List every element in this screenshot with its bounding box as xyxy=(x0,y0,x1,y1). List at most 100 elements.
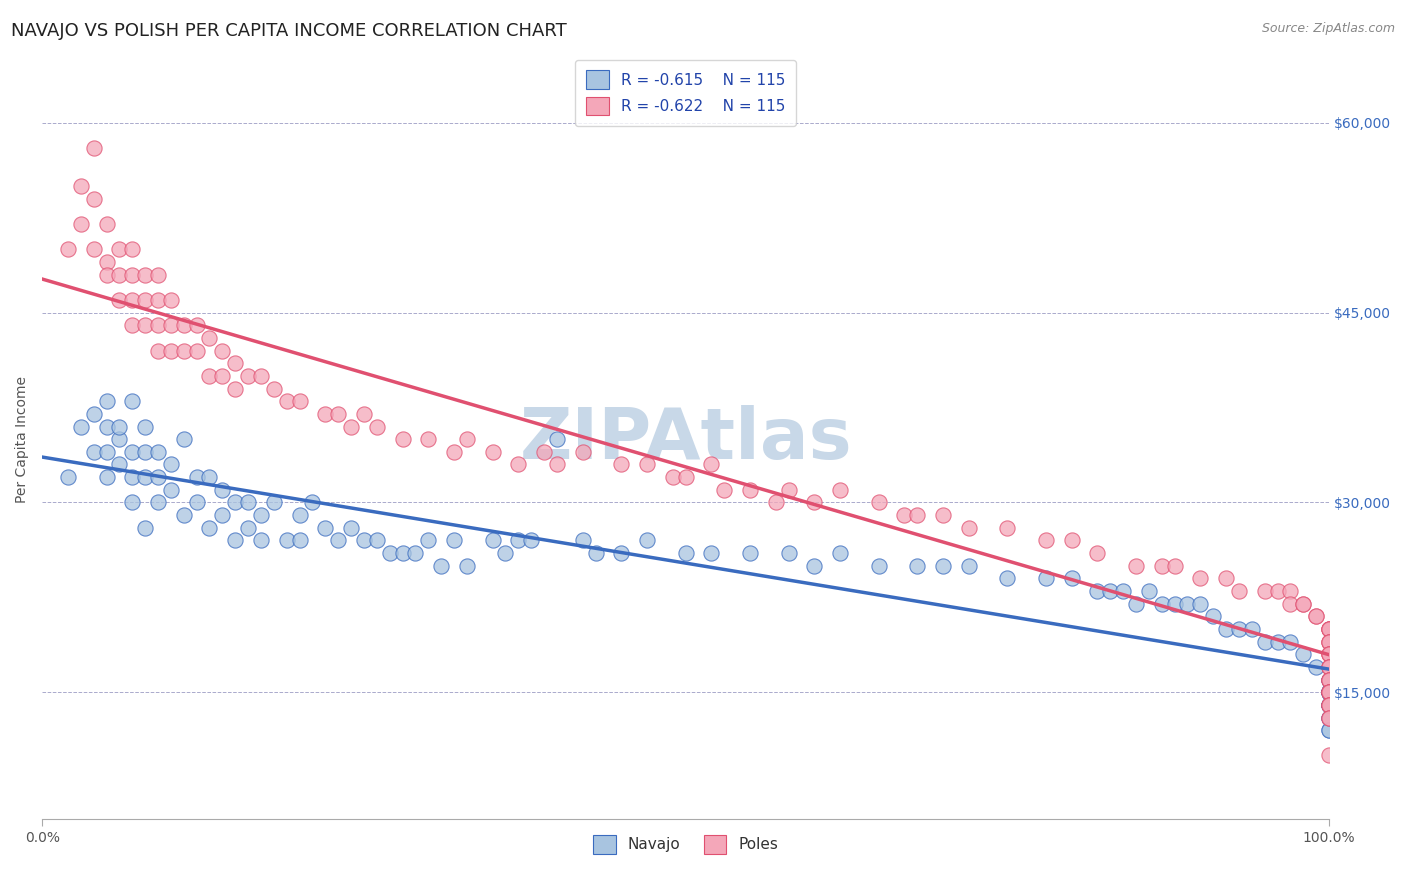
Point xyxy=(1317,634,1340,648)
Point xyxy=(121,268,143,282)
Point xyxy=(1292,597,1315,611)
Point xyxy=(134,521,156,535)
Point xyxy=(778,546,800,560)
Point xyxy=(366,419,388,434)
Point xyxy=(481,445,503,459)
Point xyxy=(160,293,183,307)
Point xyxy=(1317,622,1340,636)
Point xyxy=(700,546,723,560)
Point xyxy=(198,331,221,345)
Point xyxy=(160,483,183,497)
Point xyxy=(69,179,91,194)
Point xyxy=(1253,584,1275,599)
Point xyxy=(1317,685,1340,699)
Point xyxy=(1317,673,1340,687)
Point xyxy=(250,533,273,548)
Point xyxy=(236,495,259,509)
Point xyxy=(314,407,336,421)
Point xyxy=(224,533,246,548)
Point xyxy=(288,508,311,522)
Point xyxy=(134,268,156,282)
Point xyxy=(121,470,143,484)
Point xyxy=(995,521,1018,535)
Point xyxy=(211,343,233,358)
Point xyxy=(146,445,169,459)
Point xyxy=(340,521,363,535)
Point xyxy=(173,318,195,333)
Point xyxy=(1317,698,1340,712)
Point xyxy=(1035,533,1057,548)
Point xyxy=(456,558,478,573)
Point xyxy=(1035,571,1057,585)
Point xyxy=(328,407,350,421)
Point xyxy=(108,243,131,257)
Point xyxy=(250,368,273,383)
Point xyxy=(1317,673,1340,687)
Point xyxy=(146,343,169,358)
Point xyxy=(134,445,156,459)
Point xyxy=(1317,710,1340,724)
Point xyxy=(404,546,426,560)
Point xyxy=(1163,597,1185,611)
Point xyxy=(391,432,413,446)
Point xyxy=(1292,597,1315,611)
Point xyxy=(96,470,118,484)
Point xyxy=(121,445,143,459)
Point xyxy=(1317,685,1340,699)
Point xyxy=(121,495,143,509)
Point xyxy=(546,432,568,446)
Point xyxy=(211,483,233,497)
Point xyxy=(1317,622,1340,636)
Point xyxy=(803,558,825,573)
Point xyxy=(443,445,465,459)
Point xyxy=(198,368,221,383)
Point xyxy=(108,432,131,446)
Point xyxy=(211,508,233,522)
Point xyxy=(146,470,169,484)
Point xyxy=(146,495,169,509)
Point xyxy=(738,483,761,497)
Point xyxy=(893,508,915,522)
Point xyxy=(1267,634,1289,648)
Point xyxy=(1215,622,1237,636)
Point xyxy=(1317,622,1340,636)
Point xyxy=(186,343,208,358)
Point xyxy=(1317,685,1340,699)
Point xyxy=(134,470,156,484)
Point xyxy=(186,470,208,484)
Point xyxy=(1317,647,1340,661)
Point xyxy=(1177,597,1199,611)
Point xyxy=(661,470,683,484)
Point xyxy=(1150,558,1173,573)
Point xyxy=(56,243,79,257)
Point xyxy=(160,458,183,472)
Point xyxy=(108,293,131,307)
Point xyxy=(1317,710,1340,724)
Point xyxy=(96,268,118,282)
Point xyxy=(995,571,1018,585)
Point xyxy=(636,458,658,472)
Point xyxy=(1317,710,1340,724)
Point xyxy=(675,470,697,484)
Point xyxy=(1317,622,1340,636)
Point xyxy=(905,558,928,573)
Point xyxy=(932,508,955,522)
Point xyxy=(1317,685,1340,699)
Point xyxy=(160,318,183,333)
Point xyxy=(508,458,530,472)
Point xyxy=(1317,673,1340,687)
Point xyxy=(146,293,169,307)
Point xyxy=(314,521,336,535)
Point xyxy=(1317,673,1340,687)
Point xyxy=(1279,634,1302,648)
Point xyxy=(108,458,131,472)
Point xyxy=(378,546,401,560)
Point xyxy=(391,546,413,560)
Point xyxy=(146,318,169,333)
Point xyxy=(905,508,928,522)
Point xyxy=(108,419,131,434)
Point xyxy=(83,445,105,459)
Point xyxy=(932,558,955,573)
Point xyxy=(1317,723,1340,738)
Point xyxy=(328,533,350,548)
